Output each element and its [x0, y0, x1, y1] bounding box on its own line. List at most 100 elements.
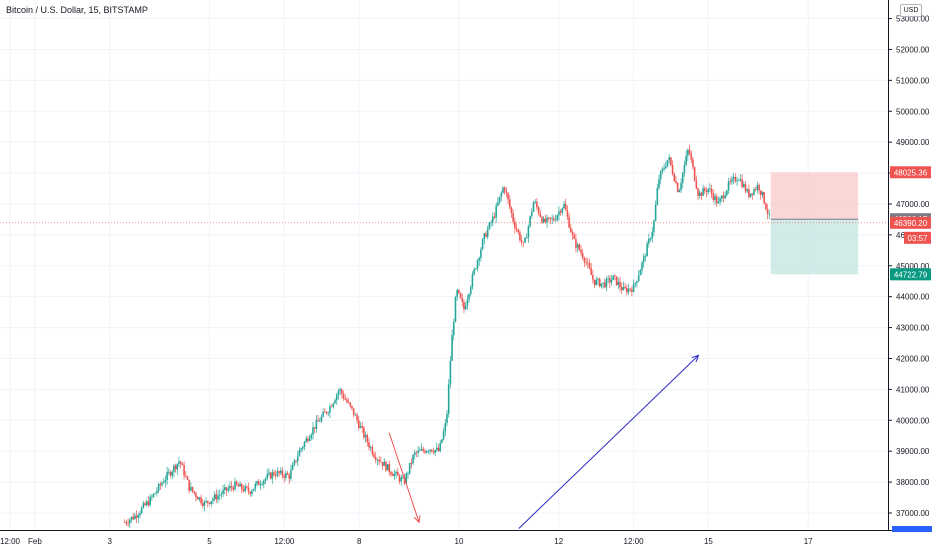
candle-body	[500, 192, 503, 197]
candle-body	[178, 461, 180, 464]
candle-body	[244, 486, 246, 492]
candle-body	[605, 278, 608, 288]
candle-body	[274, 474, 277, 476]
candle-body	[666, 159, 669, 167]
candle-body	[520, 240, 523, 243]
candle-body	[422, 448, 425, 451]
price-tick-label: 43000.00	[896, 324, 930, 333]
candle-body	[502, 187, 504, 193]
candle-body	[607, 278, 609, 280]
candle-body	[469, 286, 472, 295]
candle-body	[312, 427, 314, 435]
candle-body	[298, 450, 301, 457]
candle-body	[259, 484, 262, 486]
candle-body	[768, 213, 771, 215]
candle-body	[537, 207, 540, 214]
candle-body	[339, 389, 341, 392]
price-tick-label: 42000.00	[896, 354, 930, 363]
candle-body	[649, 238, 652, 240]
candle-body	[575, 238, 577, 248]
candle-body	[269, 472, 272, 479]
candle-body	[195, 493, 197, 498]
candle-body	[534, 201, 536, 203]
candle-body	[466, 299, 469, 306]
last-price-label-bg	[890, 216, 931, 229]
candle-body	[744, 184, 747, 192]
candle-body	[532, 202, 535, 212]
candle-body	[670, 157, 672, 166]
candle-body	[483, 233, 486, 240]
time-tick-label: 12:00	[274, 537, 295, 546]
candle-body	[609, 278, 611, 283]
price-tick-label: 47000.00	[896, 200, 930, 209]
candle-body	[156, 490, 158, 493]
candle-body	[646, 243, 648, 257]
candle-body	[486, 229, 489, 237]
candle-body	[659, 171, 662, 180]
candle-body	[697, 188, 699, 196]
candle-body	[734, 177, 737, 182]
time-axis[interactable]: 12:00 Feb 3 5 12:00 8 10 12 12:00 15 17	[0, 530, 932, 550]
candle-body	[419, 450, 421, 452]
candle-body	[592, 274, 594, 280]
candle-body	[183, 465, 185, 476]
candle-body	[497, 202, 499, 206]
grid-lines	[0, 0, 888, 530]
candle-body	[671, 165, 674, 175]
candle-body	[373, 454, 375, 458]
candle-body	[329, 406, 331, 413]
candle-body	[288, 474, 291, 479]
candle-body	[712, 193, 715, 200]
candle-body	[276, 471, 279, 476]
price-tick-label: 53000.00	[896, 15, 930, 24]
candle-body	[327, 412, 330, 414]
price-tick-label: 49000.00	[896, 138, 930, 147]
candle-body	[546, 217, 548, 223]
candle-body	[317, 419, 319, 422]
candle-body	[629, 288, 631, 290]
candle-body	[315, 419, 318, 429]
candle-body	[249, 491, 252, 494]
candle-body	[325, 411, 328, 414]
candle-body	[293, 460, 296, 465]
candle-body	[675, 181, 677, 183]
candle-body	[166, 472, 168, 480]
candle-body	[563, 203, 565, 209]
candle-body	[714, 196, 716, 200]
candle-body	[490, 222, 492, 224]
candle-body	[162, 482, 165, 484]
candle-body	[251, 491, 253, 494]
candle-body	[381, 462, 384, 466]
candle-body	[135, 515, 138, 518]
candle-body	[510, 207, 513, 214]
candle-body	[715, 196, 718, 204]
candle-body	[581, 252, 584, 258]
candle-body	[648, 238, 650, 244]
bottom-partial-label: 36000.00	[895, 525, 929, 534]
candle-body	[447, 384, 450, 414]
candle-body	[363, 427, 365, 438]
currency-button[interactable]: USD	[900, 4, 922, 17]
candle-body	[434, 449, 436, 453]
candle-body	[515, 228, 518, 230]
candle-body	[522, 242, 525, 243]
candle-body	[441, 439, 443, 443]
candle-body	[349, 402, 352, 406]
candle-body	[225, 487, 228, 491]
candle-body	[614, 275, 616, 277]
candle-body	[234, 481, 236, 490]
candle-body	[729, 181, 732, 183]
candle-body	[642, 256, 645, 263]
candle-body	[727, 181, 730, 191]
candle-body	[130, 516, 133, 520]
candle-body	[678, 190, 681, 193]
candle-body	[632, 284, 635, 292]
candle-body	[432, 451, 435, 453]
candle-body	[480, 249, 482, 258]
candle-body	[164, 479, 167, 483]
candle-body	[493, 216, 496, 218]
candle-body	[352, 408, 355, 416]
candle-body	[359, 426, 362, 428]
candle-body	[709, 188, 711, 190]
